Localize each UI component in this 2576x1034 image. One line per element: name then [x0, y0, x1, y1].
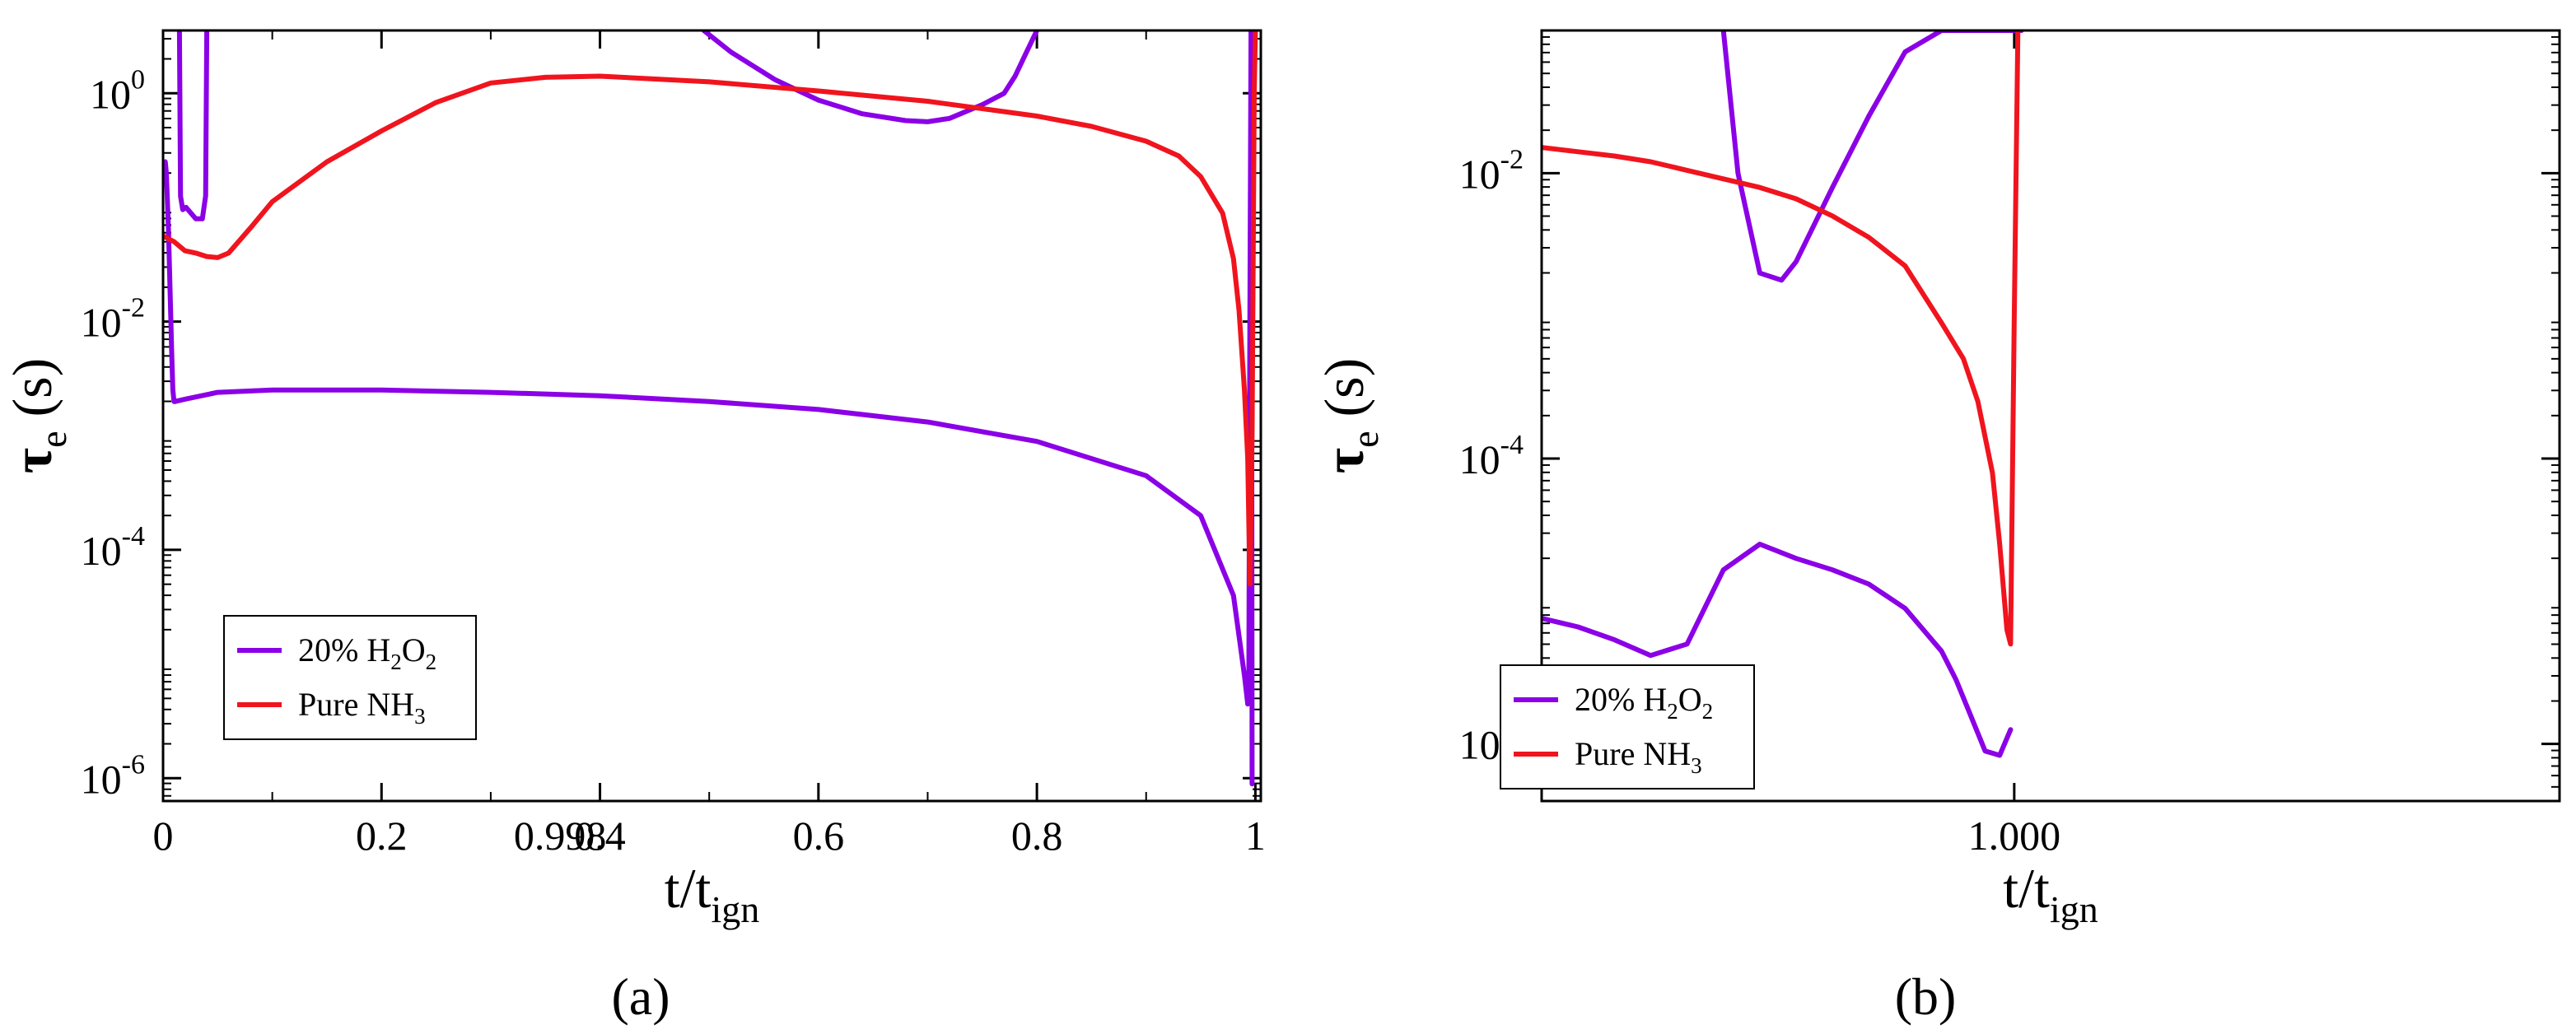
series-line-h2o2 — [172, 387, 1251, 707]
series-line-nh3 — [1542, 30, 2021, 647]
series-group — [1542, 30, 2024, 758]
x-axis-title: t/tign — [665, 857, 759, 930]
legend: 20% H2O2 Pure NH3 — [1500, 664, 1755, 789]
x-axis-title: t/tign — [2003, 857, 2098, 930]
series-line-h2o2 — [1866, 30, 2024, 119]
y-tick-label: 10-2 — [1459, 144, 1524, 197]
chart-panel-b: 10-210-410-60.9940.9960.9981.000t/tignτe… — [514, 29, 2561, 1026]
x-tick-label: 1.000 — [1968, 813, 2061, 859]
panel-label: (a) — [611, 967, 670, 1026]
legend-label-nh3: Pure NH3 — [298, 686, 426, 729]
x-tick-label: 0.4 — [574, 813, 626, 859]
y-tick-label: 100 — [90, 64, 145, 117]
legend: 20% H2O2 Pure NH3 — [223, 615, 477, 740]
series-line-h2o2 — [1542, 542, 2014, 758]
plot-frame — [1540, 29, 2561, 803]
series-group — [163, 30, 1258, 787]
legend-label-h2o2: 20% H2O2 — [1575, 681, 1713, 724]
series-line-nh3 — [163, 30, 1258, 587]
chart-panel-a: 100 10-2 10-4 10-60 0.2 0.4 0.6 0.8 1 t/tign τe (s… — [1, 29, 1266, 1026]
series-line-h2o2 — [163, 159, 178, 404]
legend-box — [223, 615, 477, 740]
series-line-h2o2 — [1720, 30, 1872, 283]
x-tick-label: 0.6 — [793, 813, 845, 859]
legend-label-h2o2: 20% H2O2 — [298, 631, 436, 674]
y-axis-title: τe (s) — [1313, 358, 1386, 474]
panel-label: (b) — [1895, 967, 1957, 1026]
series-line-h2o2 — [183, 30, 210, 221]
y-tick-label: 10-4 — [1459, 430, 1524, 482]
y-tick-label: 10-6 — [81, 749, 145, 802]
x-tick-label: 0 — [153, 813, 174, 859]
x-tick-label: 1 — [1245, 813, 1266, 859]
y-tick-label: 10-2 — [81, 293, 145, 346]
y-axis-title: τe (s) — [1, 358, 74, 474]
x-tick-label: 0.2 — [356, 813, 408, 859]
series-line-h2o2 — [176, 30, 189, 212]
x-tick-label: 0.998 — [514, 813, 607, 859]
y-minor-ticks — [1542, 35, 2560, 802]
x-tick-label: 0.8 — [1011, 813, 1063, 859]
legend-box — [1500, 664, 1755, 789]
legend-label-nh3: Pure NH3 — [1575, 735, 1702, 778]
y-tick-label: 10-4 — [81, 521, 145, 574]
series-line-h2o2 — [701, 30, 1040, 124]
plot-frame — [161, 29, 1262, 803]
